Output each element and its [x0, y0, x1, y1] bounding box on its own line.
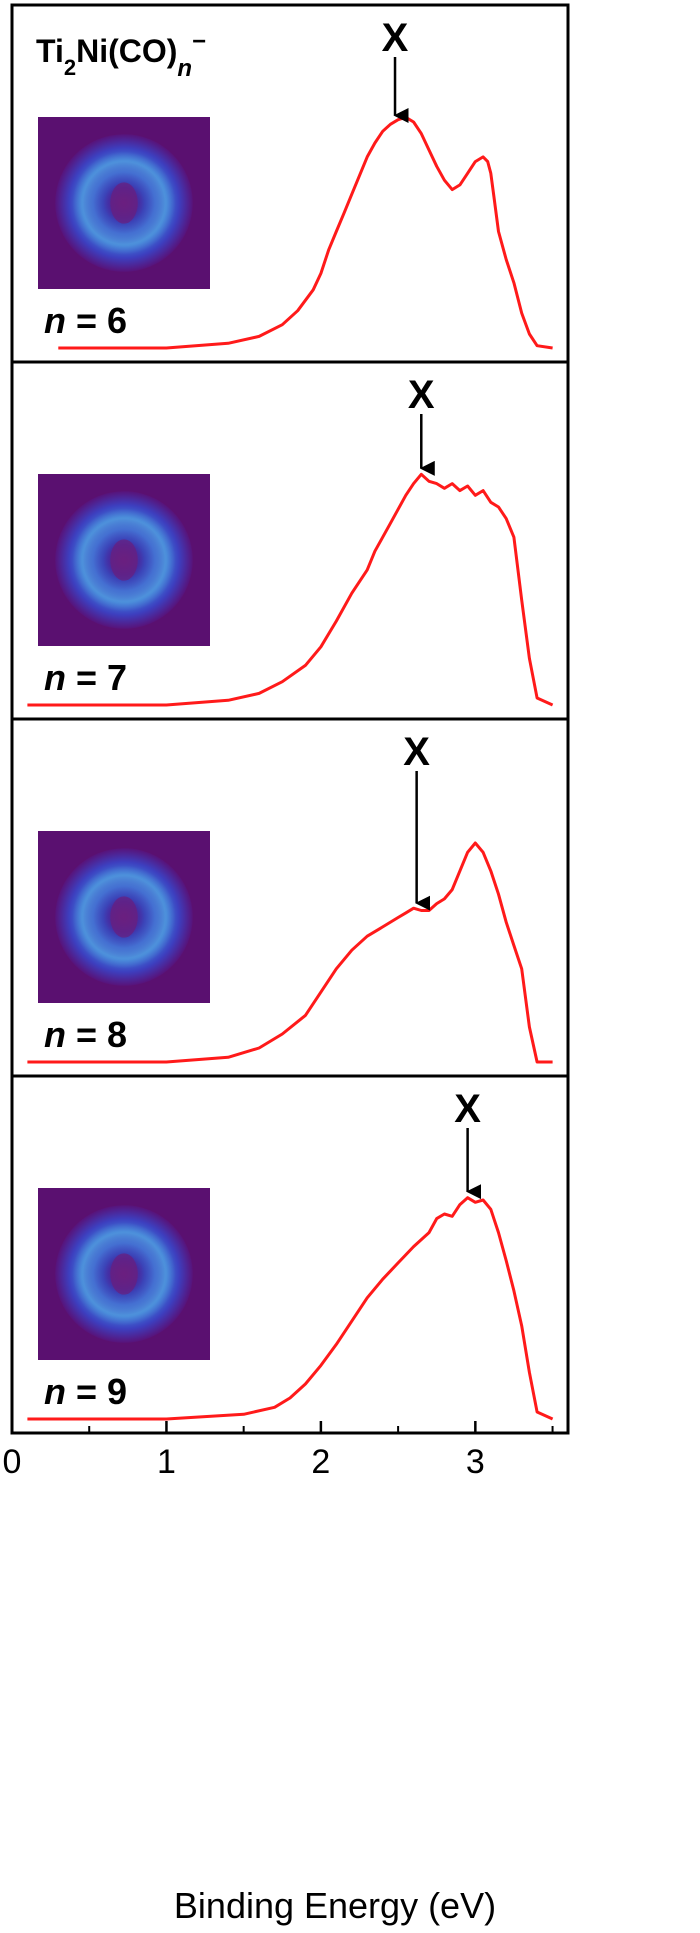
peak-label: X [382, 16, 409, 60]
species-label: Ti2Ni(CO)n− [36, 28, 206, 82]
x-tick-label: 3 [466, 1443, 485, 1481]
panel-n9: n = 9 X [10, 1074, 570, 1435]
x-axis-label: Binding Energy (eV) [174, 1885, 496, 1926]
panel-n6: n = 6 X [10, 3, 570, 364]
x-tick-label: 1 [157, 1443, 176, 1481]
peak-label: X [403, 730, 430, 774]
panel-frame [10, 1074, 570, 1435]
peak-label: X [408, 373, 435, 417]
peak-label: X [454, 1087, 481, 1131]
photoelectron-image [38, 474, 210, 646]
x-tick-label: 2 [311, 1443, 330, 1481]
photoelectron-image [38, 117, 210, 289]
n-label: n = 7 [44, 657, 127, 698]
n-label: n = 9 [44, 1371, 127, 1412]
spectrum-line [58, 115, 553, 350]
panel-n8: n = 8 X [10, 717, 570, 1078]
photoelectron-image [38, 1188, 210, 1360]
n-label: n = 6 [44, 300, 127, 341]
n-label: n = 8 [44, 1014, 127, 1055]
panel-n7: n = 7 X [10, 360, 570, 721]
photoelectron-image [38, 831, 210, 1003]
x-tick-label: 0 [3, 1443, 22, 1481]
spectrum-line [27, 1196, 554, 1421]
